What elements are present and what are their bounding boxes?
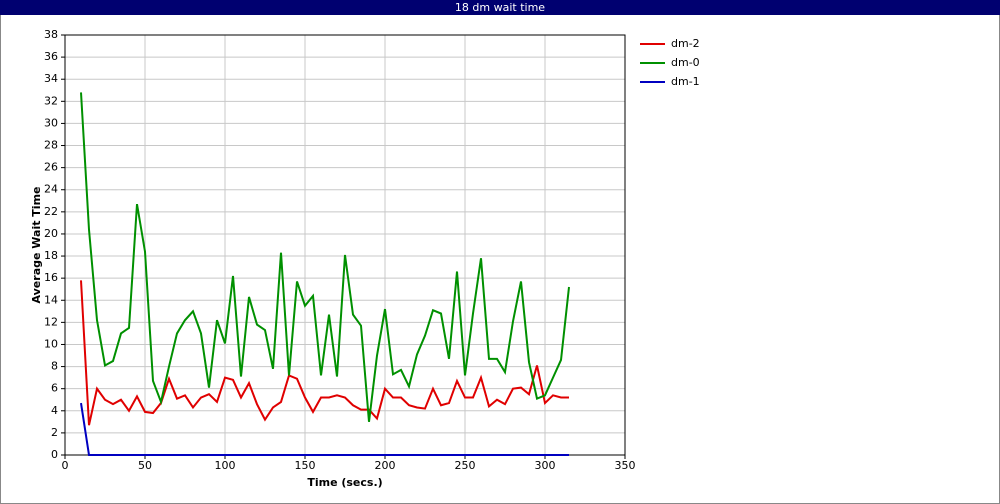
y-tick-label: 28 xyxy=(44,139,58,152)
x-tick-label: 150 xyxy=(295,459,316,472)
x-tick-label: 300 xyxy=(535,459,556,472)
y-tick-label: 30 xyxy=(44,116,58,129)
y-tick-label: 18 xyxy=(44,249,58,262)
x-tick-label: 350 xyxy=(615,459,636,472)
y-tick-label: 8 xyxy=(51,360,58,373)
y-tick-label: 34 xyxy=(44,72,58,85)
y-tick-label: 32 xyxy=(44,94,58,107)
legend-label: dm-1 xyxy=(671,75,700,88)
title-bar xyxy=(0,0,1000,15)
y-tick-label: 4 xyxy=(51,404,58,417)
y-tick-label: 20 xyxy=(44,227,58,240)
y-tick-label: 12 xyxy=(44,315,58,328)
plot-area xyxy=(65,35,625,455)
x-tick-label: 100 xyxy=(215,459,236,472)
legend-label: dm-0 xyxy=(671,56,700,69)
y-tick-label: 26 xyxy=(44,161,58,174)
legend-label: dm-2 xyxy=(671,37,700,50)
x-tick-label: 50 xyxy=(138,459,152,472)
x-tick-label: 250 xyxy=(455,459,476,472)
y-tick-label: 38 xyxy=(44,28,58,41)
y-tick-label: 6 xyxy=(51,382,58,395)
series-line xyxy=(80,92,570,422)
y-tick-label: 14 xyxy=(44,293,58,306)
y-tick-label: 2 xyxy=(51,426,58,439)
y-axis-label: Average Wait Time xyxy=(30,187,43,304)
chart-title: 18 dm wait time xyxy=(455,1,545,14)
y-tick-label: 16 xyxy=(44,271,58,284)
y-tick-label: 22 xyxy=(44,205,58,218)
y-tick-label: 0 xyxy=(51,448,58,461)
y-tick-label: 36 xyxy=(44,50,58,63)
series-line xyxy=(80,402,569,456)
x-tick-label: 0 xyxy=(62,459,69,472)
y-tick-label: 24 xyxy=(44,183,58,196)
x-axis-label: Time (secs.) xyxy=(307,476,382,489)
y-tick-label: 10 xyxy=(44,337,58,350)
x-tick-label: 200 xyxy=(375,459,396,472)
